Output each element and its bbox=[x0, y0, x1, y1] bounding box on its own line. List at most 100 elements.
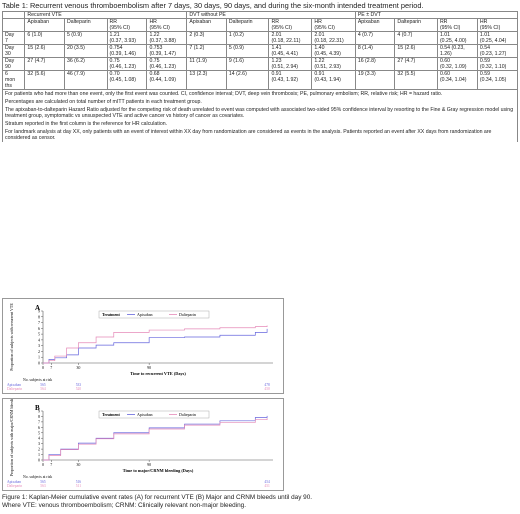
y-tick-label: 7 bbox=[38, 419, 40, 424]
col-hr: HR (95% CI) bbox=[146, 18, 188, 32]
table-cell: 0.54 (0.23, 1.26) bbox=[436, 44, 478, 58]
y-tick-label: 4 bbox=[38, 337, 40, 342]
km-curve-dalteparin bbox=[43, 418, 268, 461]
table-cell: 7 (1.2) bbox=[186, 44, 227, 58]
figure-caption: Figure 1: Kaplan-Meier cumulative event … bbox=[2, 494, 313, 509]
row-label: 6 mon ths bbox=[1, 70, 26, 90]
y-tick-label: 1 bbox=[38, 452, 40, 457]
col-dalteparin: Dalteparin bbox=[394, 18, 438, 32]
x-tick-label: 7 bbox=[50, 365, 52, 370]
legend-label: Dalteparin bbox=[179, 312, 196, 317]
table-cell: 1.01 (0.25, 4.00) bbox=[436, 31, 478, 45]
risk-count: 451 bbox=[264, 484, 270, 488]
table-cell: 15 (2.6) bbox=[394, 44, 438, 58]
table-cell: 1.21 (0.37, 3.93) bbox=[106, 31, 148, 45]
km-curve-apixaban bbox=[43, 328, 268, 364]
y-tick-label: 6 bbox=[38, 425, 40, 430]
table-cell: 8 (1.4) bbox=[354, 44, 396, 58]
table-cell: 1.22 (0.51, 2.93) bbox=[311, 57, 356, 71]
table-cell: 13 (2.3) bbox=[186, 70, 227, 90]
row-label: Day 30 bbox=[1, 44, 26, 58]
risk-count: 533 bbox=[76, 383, 82, 387]
risk-count: 520 bbox=[76, 387, 82, 391]
legend-label: Apixaban bbox=[137, 312, 153, 317]
legend-label: Dalteparin bbox=[179, 412, 196, 417]
table-cell: 0.70 (0.45, 1.08) bbox=[106, 70, 148, 90]
x-tick-label: 30 bbox=[76, 365, 80, 370]
table-cell: 0.753 (0.39, 1.47) bbox=[146, 44, 188, 58]
table-cell: 2 (0.3) bbox=[186, 31, 227, 45]
table-cell: 1.01 (0.25, 4.04) bbox=[476, 31, 519, 45]
y-axis-label: Proportion of subjects with recurrent VT… bbox=[9, 303, 14, 371]
y-tick-label: 5 bbox=[38, 332, 40, 337]
risk-count: 511 bbox=[76, 484, 81, 488]
col-rr: RR (95% CI) bbox=[436, 18, 478, 32]
risk-title: No. subjects at risk bbox=[23, 378, 52, 382]
table-cell: 0.59 (0.34, 1.05) bbox=[476, 70, 519, 90]
table-cell: 16 (2.8) bbox=[354, 57, 396, 71]
y-tick-label: 0 bbox=[38, 458, 40, 463]
risk-count: 563 bbox=[40, 484, 46, 488]
group-header-row: Recurrent VTE DVT without PE PE ± DVT bbox=[1, 11, 519, 19]
risk-count: 564 bbox=[40, 387, 46, 391]
risk-count: 565 bbox=[40, 383, 46, 387]
table-note: For landmark analysis at day XX, only pa… bbox=[2, 128, 518, 142]
y-tick-label: 1 bbox=[38, 355, 40, 360]
table-cell: 0.75 (0.46, 1.23) bbox=[146, 57, 188, 71]
table-cell: 0.60 (0.32, 1.09) bbox=[436, 57, 478, 71]
y-tick-label: 2 bbox=[38, 349, 40, 354]
y-tick-label: 8 bbox=[38, 414, 40, 419]
table-note: Percentages are calculated on total numb… bbox=[2, 98, 518, 106]
results-table: Recurrent VTE DVT without PE PE ± DVT Ap… bbox=[1, 11, 519, 142]
group-pe-dvt: PE ± DVT bbox=[354, 11, 519, 19]
risk-row-label: Apixaban bbox=[7, 383, 21, 387]
table-cell: 46 (7.9) bbox=[63, 70, 108, 90]
table-cell: 15 (2.6) bbox=[24, 44, 65, 58]
y-tick-label: 3 bbox=[38, 343, 40, 348]
subheader-row: Apixaban Dalteparin RR (95% CI) HR (95% … bbox=[1, 18, 519, 32]
table-cell: 9 (1.6) bbox=[225, 57, 270, 71]
y-tick-label: 8 bbox=[38, 314, 40, 319]
y-tick-label: 2 bbox=[38, 447, 40, 452]
table-cell: 2.01 (0.18, 22.31) bbox=[311, 31, 356, 45]
row-label: Day 7 bbox=[1, 31, 26, 45]
table-cell: 0.54 (0.23, 1.27) bbox=[476, 44, 519, 58]
km-curve-dalteparin bbox=[43, 325, 268, 364]
risk-count: 516 bbox=[76, 480, 82, 484]
table-cell: 0.75 (0.46, 1.23) bbox=[106, 57, 148, 71]
table-cell: 2.01 (0.18, 22.11) bbox=[268, 31, 313, 45]
panel-letter: A bbox=[35, 304, 40, 312]
legend-box bbox=[98, 310, 210, 319]
x-axis-label: Time to recurrent VTE (Days) bbox=[130, 371, 186, 376]
y-tick-label: 5 bbox=[38, 430, 40, 435]
col-hr: HR (95% CI) bbox=[476, 18, 519, 32]
table-cell: 1.40 (0.45, 4.39) bbox=[311, 44, 356, 58]
risk-row-label: Apixaban bbox=[7, 480, 21, 484]
table-row: 6 mon ths 32 (5.6) 46 (7.9) 0.70 (0.45, 1.0… bbox=[1, 70, 519, 90]
risk-title: No. subjects at risk bbox=[23, 475, 52, 479]
x-tick-label: 0 bbox=[42, 365, 44, 370]
col-rr: RR (95% CI) bbox=[268, 18, 313, 32]
x-tick-label: 7 bbox=[50, 462, 52, 467]
table-cell: 4 (0.7) bbox=[394, 31, 438, 45]
col-apixaban: Apixaban bbox=[354, 18, 396, 32]
col-apixaban: Apixaban bbox=[24, 18, 65, 32]
risk-count: 478 bbox=[264, 383, 270, 387]
x-tick-label: 30 bbox=[76, 462, 80, 467]
table-cell: 20 (3.5) bbox=[63, 44, 108, 58]
table-cell: 6 (1.0) bbox=[24, 31, 65, 45]
group-recurrent-vte: Recurrent VTE bbox=[24, 11, 188, 19]
table-cell: 0.91 (0.43, 1.92) bbox=[268, 70, 313, 90]
corner-cell bbox=[1, 11, 26, 19]
table-cell: 0.59 (0.32, 1.10) bbox=[476, 57, 519, 71]
col-rr: RR (95% CI) bbox=[106, 18, 148, 32]
table-caption: Table 1: Recurrent venous thromboembolis… bbox=[2, 1, 424, 10]
table-cell: 27 (4.7) bbox=[24, 57, 65, 71]
table-cell: 32 (5.6) bbox=[24, 70, 65, 90]
risk-row-label: Dalteparin bbox=[7, 484, 22, 488]
y-tick-label: 0 bbox=[38, 361, 40, 366]
risk-count: 450 bbox=[264, 387, 270, 391]
